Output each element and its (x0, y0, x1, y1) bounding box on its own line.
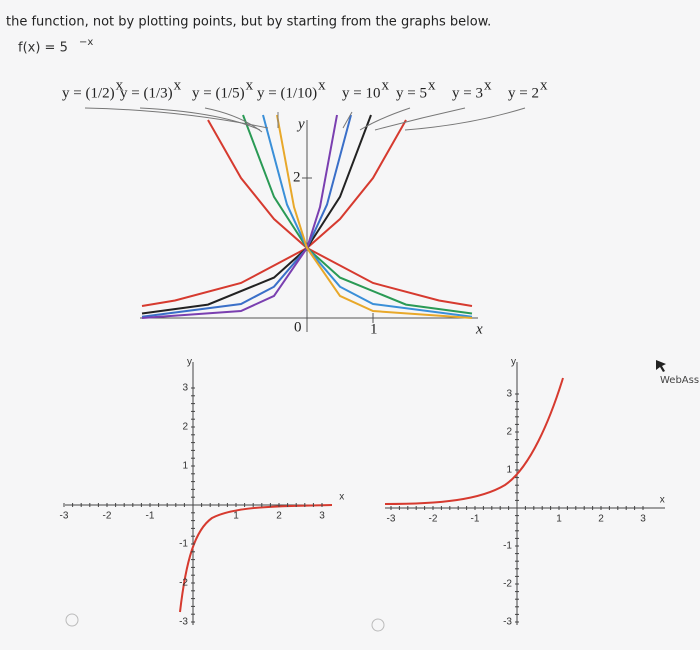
x-tick-label: 3 (319, 511, 325, 522)
y-tick-label: -1 (179, 539, 188, 550)
curve (179, 504, 333, 613)
function-name: f(x) = 5 (18, 41, 68, 56)
x-tick-label: -3 (387, 514, 396, 525)
instruction: the function, not by plotting points, bu… (6, 15, 491, 30)
x-tick-label: 1 (556, 514, 562, 525)
sidebar-label: WebAssi (660, 375, 700, 386)
y-tick-label: 3 (182, 383, 188, 394)
y-tick-label: 3 (506, 389, 512, 400)
curve-label: y = 10 (342, 85, 380, 101)
curve-label-exponent: x (428, 77, 436, 93)
curve-label: y = 5 (396, 85, 427, 101)
y-tick-label: -3 (179, 617, 188, 628)
option-graph[interactable]: -3 -2 -1 1 2 3 3 2 1 -1 -2 -3 x y (384, 357, 665, 628)
curve-label: y = (1/10) (257, 85, 317, 101)
x-tick-label: 3 (640, 514, 646, 525)
y-tick-label: 2 (293, 169, 301, 185)
arrows (84, 107, 526, 133)
y-axis-label: y (187, 357, 192, 368)
radio-button[interactable] (65, 613, 79, 627)
x-tick-label: -1 (146, 511, 155, 522)
curve (384, 377, 564, 505)
reference-graph: y x 2 0 1 (84, 107, 526, 337)
y-tick-label: 2 (506, 427, 512, 438)
curve-label-exponent: x (116, 77, 124, 93)
y-tick-label: -2 (179, 578, 188, 589)
origin-label: 0 (294, 319, 302, 335)
curve-label-exponent: x (381, 77, 389, 93)
curve-label-exponent: x (246, 77, 254, 93)
x-tick-label: 2 (276, 511, 282, 522)
y-axis-label: y (296, 116, 305, 132)
curve-label-exponent: x (174, 77, 182, 93)
x-tick-label: -3 (60, 511, 69, 522)
x-axis-label: x (475, 321, 483, 337)
curve-label: y = 3 (452, 85, 483, 101)
curve-label: y = (1/3) (120, 85, 173, 101)
curve-label-exponent: x (484, 77, 492, 93)
y-tick-label: -1 (503, 541, 512, 552)
x-tick-label: 2 (598, 514, 604, 525)
y-tick-label: 1 (182, 461, 188, 472)
x-tick-label: -1 (471, 514, 480, 525)
curve-label: y = (1/2) (62, 85, 115, 101)
curve-label: y = 2 (508, 85, 539, 101)
y-tick-label: -2 (503, 579, 512, 590)
x-tick-label: 1 (370, 321, 378, 337)
x-axis-label: x (660, 495, 665, 506)
cursor (656, 360, 666, 372)
curve-label-exponent: x (540, 77, 548, 93)
y-tick-label: -3 (503, 617, 512, 628)
x-tick-label: -2 (103, 511, 112, 522)
x-tick-label: -2 (429, 514, 438, 525)
curve-label-exponent: x (318, 77, 326, 93)
y-tick-label: 1 (506, 465, 512, 476)
y-axis-label: y (511, 357, 516, 368)
radio-button[interactable] (371, 618, 385, 632)
curve-label: y = (1/5) (192, 85, 245, 101)
option-graph[interactable]: -3 -2 -1 1 2 3 3 2 1 -1 -2 -3 x y (60, 357, 345, 628)
x-axis-label: x (339, 492, 344, 503)
y-tick-label: 2 (182, 422, 188, 433)
function-exponent: −x (79, 37, 93, 48)
x-tick-label: 1 (233, 511, 239, 522)
